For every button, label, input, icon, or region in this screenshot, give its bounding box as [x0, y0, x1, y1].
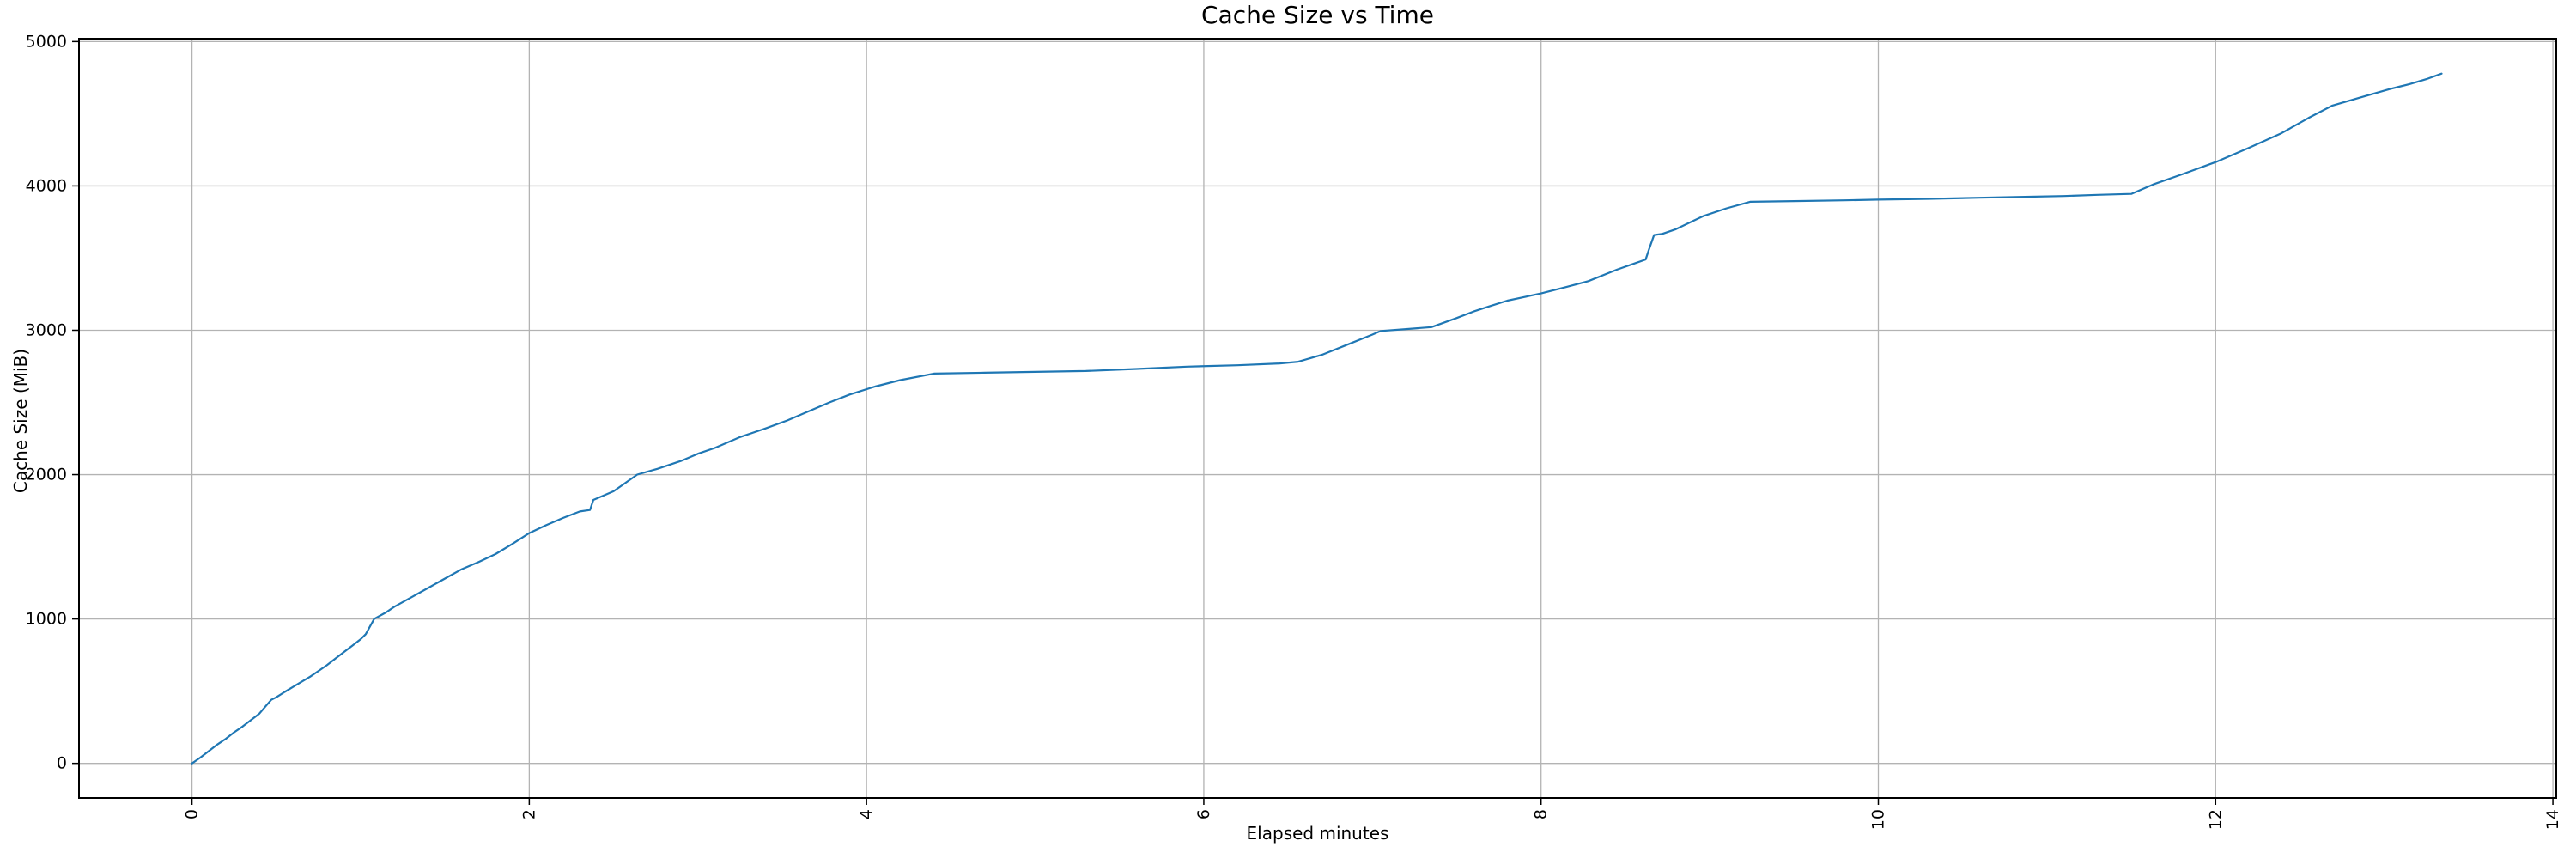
x-tick-label: 10	[1869, 809, 1888, 830]
y-axis-label: Cache Size (MiB)	[10, 348, 31, 494]
x-axis-label: Elapsed minutes	[1246, 823, 1389, 844]
y-tick-label: 4000	[26, 176, 67, 195]
y-tick-label: 2000	[26, 466, 67, 484]
plot-border	[78, 38, 2557, 799]
y-tick-label: 3000	[26, 320, 67, 339]
x-tick-label: 6	[1194, 809, 1213, 819]
chart-title: Cache Size vs Time	[1201, 1, 1434, 29]
x-tick-label: 2	[519, 809, 538, 819]
y-tick-label: 5000	[26, 32, 67, 51]
y-tick-label: 0	[57, 754, 67, 773]
y-tick-label: 1000	[26, 610, 67, 629]
x-tick-label: 14	[2543, 809, 2562, 830]
x-tick-label: 12	[2206, 809, 2225, 830]
x-tick-label: 4	[857, 809, 876, 819]
cache-size-line	[191, 72, 2443, 765]
x-tick-label: 8	[1532, 809, 1551, 819]
x-tick-label: 0	[183, 809, 202, 819]
